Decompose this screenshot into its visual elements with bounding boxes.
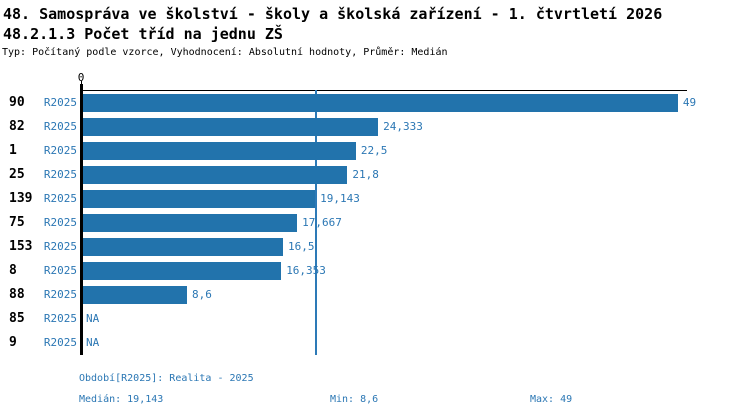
- bar: [82, 166, 348, 184]
- bar-value-label: 19,143: [320, 192, 360, 205]
- bar-value-label: 49: [682, 96, 697, 109]
- indicator-meta-line: Typ: Počítaný podle vzorce, Vyhodnocení:…: [2, 47, 448, 58]
- row-series-label: R2025: [43, 168, 77, 181]
- chart-row: 1 R2025 22,5: [0, 139, 750, 163]
- bar: [82, 142, 356, 160]
- row-category-label: 139: [9, 191, 33, 206]
- y-axis-line: [79, 84, 83, 355]
- row-category-label: 75: [9, 215, 25, 230]
- bar-value-label: 24,333: [383, 120, 423, 133]
- row-series-label: R2025: [43, 144, 77, 157]
- row-category-label: 88: [9, 287, 25, 302]
- row-series-label: R2025: [43, 264, 77, 277]
- chart-row: 139 R2025 19,143: [0, 187, 750, 211]
- row-category-label: 9: [9, 335, 17, 350]
- chart-row: 75 R2025 17,667: [0, 211, 750, 235]
- chart-row: 8 R2025 16,353: [0, 259, 750, 283]
- bar-value-label: 21,8: [352, 168, 379, 181]
- row-series-label: R2025: [43, 216, 77, 229]
- row-category-label: 25: [9, 167, 25, 182]
- chart-row: 25 R2025 21,8: [0, 163, 750, 187]
- chart-row: 153 R2025 16,5: [0, 235, 750, 259]
- bar: [82, 118, 379, 136]
- chart-row: 9 R2025 NA: [0, 331, 750, 355]
- bar-value-label: 22,5: [360, 144, 388, 157]
- bar: [82, 94, 678, 112]
- row-series-label: R2025: [43, 288, 77, 301]
- row-series-label: R2025: [43, 312, 77, 325]
- min-stat-label: Min: 8,6: [330, 394, 379, 405]
- bar: [82, 214, 298, 232]
- bar: [82, 286, 187, 304]
- row-category-label: 82: [9, 119, 25, 134]
- chart-row: 88 R2025 8,6: [0, 283, 750, 307]
- na-value-label: NA: [86, 336, 100, 349]
- period-label: Období[R2025]: Realita - 2025: [79, 373, 254, 384]
- chart-row: 82 R2025 24,333: [0, 115, 750, 139]
- bar-value-label: 16,353: [286, 264, 326, 277]
- row-category-label: 90: [9, 95, 25, 110]
- report-title: 48. Samospráva ve školství - školy a ško…: [3, 5, 663, 23]
- bar-value-label: 16,5: [287, 240, 315, 253]
- row-series-label: R2025: [43, 240, 77, 253]
- row-category-label: 8: [9, 263, 17, 278]
- median-reference-line: [315, 90, 317, 355]
- chart-row: 85 R2025 NA: [0, 307, 750, 331]
- max-stat-label: Max: 49: [530, 394, 573, 405]
- x-axis-line: [79, 89, 687, 91]
- x-axis-zero-tick-label: 0: [77, 71, 85, 84]
- indicator-title: 48.2.1.3 Počet tříd na jednu ZŠ: [3, 25, 283, 43]
- row-series-label: R2025: [43, 192, 77, 205]
- bar: [82, 262, 282, 280]
- bar: [82, 190, 316, 208]
- chart-row: 90 R2025 49: [0, 91, 750, 115]
- row-series-label: R2025: [43, 120, 77, 133]
- bar: [82, 238, 283, 256]
- row-series-label: R2025: [43, 336, 77, 349]
- row-category-label: 85: [9, 311, 25, 326]
- bar-value-label: 8,6: [191, 288, 212, 301]
- row-category-label: 153: [9, 239, 33, 254]
- row-category-label: 1: [9, 143, 17, 158]
- row-series-label: R2025: [43, 96, 77, 109]
- na-value-label: NA: [86, 312, 100, 325]
- bar-value-label: 17,667: [302, 216, 342, 229]
- median-stat-label: Medián: 19,143: [79, 394, 164, 405]
